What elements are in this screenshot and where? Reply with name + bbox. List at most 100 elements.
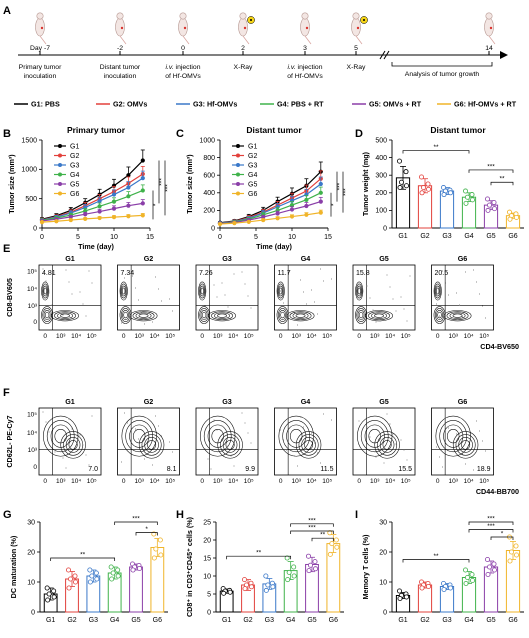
flow-contour — [276, 281, 285, 301]
flow-cytometry-cd62l-cd44: CD62L- PE-Cy7 G1 7.0 0 10³ 10⁴ 10⁵ 10⁵ 10⁴ 10³ 0 G2… — [5, 397, 519, 496]
inner-legend-label-G1: G1 — [248, 144, 257, 151]
flow-x-tick-label: 10³ — [291, 333, 301, 340]
flow-x-tick-label: 10³ — [448, 333, 458, 340]
panel-letter-f: F — [3, 387, 10, 399]
mouse-head — [116, 12, 124, 20]
flow-event-dot — [54, 451, 56, 453]
data-point-G5 — [304, 203, 309, 209]
flow-contour — [374, 313, 384, 318]
data-point-G6 — [513, 543, 519, 549]
flow-event-dot — [456, 433, 457, 435]
y-tick-label: 0 — [31, 609, 35, 616]
y-axis-label: CD8⁺ in CD3⁺CD45⁺ cells (%) — [185, 516, 194, 617]
data-point-G6 — [157, 537, 163, 543]
flow-contour — [208, 310, 236, 322]
flow-contour — [435, 285, 441, 297]
mouse-tumor-mark — [243, 26, 247, 30]
flow-event-dot — [456, 292, 457, 294]
data-point-G3 — [441, 587, 447, 593]
chart-title: Primary tumor — [67, 125, 126, 135]
flow-event-dot — [42, 268, 44, 270]
flow-event-dot — [230, 455, 232, 457]
flow-contour — [135, 312, 152, 319]
flow-y-tick-label: 10³ — [28, 447, 38, 454]
flow-contour — [65, 437, 81, 453]
data-point-G4 — [115, 567, 121, 573]
data-point-G2 — [66, 585, 72, 591]
data-point-G4 — [289, 203, 295, 208]
flow-event-dot — [127, 422, 128, 424]
flow-event-dot — [221, 282, 223, 284]
flow-contour — [289, 311, 312, 321]
data-point-G5 — [484, 196, 490, 202]
y-tick-label: 500 — [375, 137, 387, 144]
flow-event-dot — [244, 422, 246, 424]
data-point-G1 — [397, 596, 403, 602]
flow-contour — [51, 310, 79, 322]
flow-event-dot — [297, 324, 298, 326]
mouse-body — [238, 17, 248, 37]
significance-label: ** — [433, 144, 439, 151]
data-point-G5 — [486, 202, 492, 208]
flow-contour — [365, 310, 393, 322]
flow-contour — [276, 306, 289, 324]
data-point-G2 — [72, 573, 78, 579]
flow-event-dot — [65, 269, 67, 271]
data-point-G6 — [304, 212, 309, 217]
x-tick-label: G3 — [89, 617, 98, 624]
data-point-G5 — [305, 553, 311, 559]
flow-quadrant-value: 20.5 — [435, 270, 449, 277]
flow-quadrant-value: 8.1 — [167, 466, 177, 473]
legend-label-G3: G3: Hf-OMVs — [193, 100, 237, 109]
x-tick-label: G5 — [486, 617, 495, 624]
data-point-G1 — [227, 589, 233, 595]
data-point-G3 — [97, 198, 102, 204]
inner-legend-marker-G4 — [236, 172, 240, 177]
timeline-event-rest: injection — [174, 64, 201, 71]
flow-x-tick-label: 10⁴ — [385, 478, 395, 485]
flow-panel-title: G2 — [144, 397, 154, 406]
x-tick-label: 5 — [76, 234, 80, 241]
flow-x-tick-label: 10⁵ — [401, 478, 411, 485]
flow-contour — [356, 285, 362, 297]
significance-bracket — [290, 530, 334, 534]
x-tick-label: G6 — [508, 233, 517, 240]
flow-event-dot — [227, 445, 229, 447]
data-point-G1 — [111, 183, 117, 188]
data-point-G4 — [304, 197, 309, 202]
significance-label: ** — [320, 532, 326, 539]
flow-event-dot — [71, 428, 73, 430]
flow-x-tick-label: 10³ — [213, 333, 223, 340]
inner-legend-marker-G6 — [236, 191, 240, 196]
flow-event-dot — [473, 469, 474, 471]
flow-quadrant-value: 9.9 — [245, 466, 255, 473]
data-point-G2 — [419, 190, 425, 196]
data-point-G6 — [151, 531, 157, 537]
y-axis-label: Memory T cells (%) — [361, 534, 370, 600]
flow-event-dot — [216, 429, 218, 431]
significance-label: *** — [487, 163, 495, 170]
x-tick-label: G5 — [486, 233, 495, 240]
data-point-G4 — [318, 190, 323, 195]
data-point-G5 — [306, 568, 312, 574]
flow-event-dot — [221, 425, 223, 427]
significance-label: *** — [487, 516, 495, 523]
x-tick-label: G4 — [464, 617, 473, 624]
flow-x-tick-label: 10³ — [56, 333, 66, 340]
significance-bracket — [490, 536, 514, 540]
bar-G3 — [439, 190, 455, 229]
data-point-G6 — [153, 546, 159, 552]
data-point-G4 — [286, 569, 292, 575]
flow-panel-title: G3 — [222, 397, 232, 406]
data-point-G1 — [140, 158, 145, 163]
flow-event-dot — [317, 452, 318, 454]
flow-event-dot — [459, 304, 460, 306]
flow-x-axis-label: CD4-BV650 — [480, 342, 519, 351]
timeline-day-label: Day -7 — [30, 45, 50, 52]
flow-panel-title: G1 — [65, 397, 75, 406]
inner-legend-label-G2: G2 — [70, 153, 79, 160]
data-point-G6 — [514, 552, 520, 558]
flow-event-dot — [439, 315, 440, 317]
flow-event-dot — [358, 287, 360, 289]
